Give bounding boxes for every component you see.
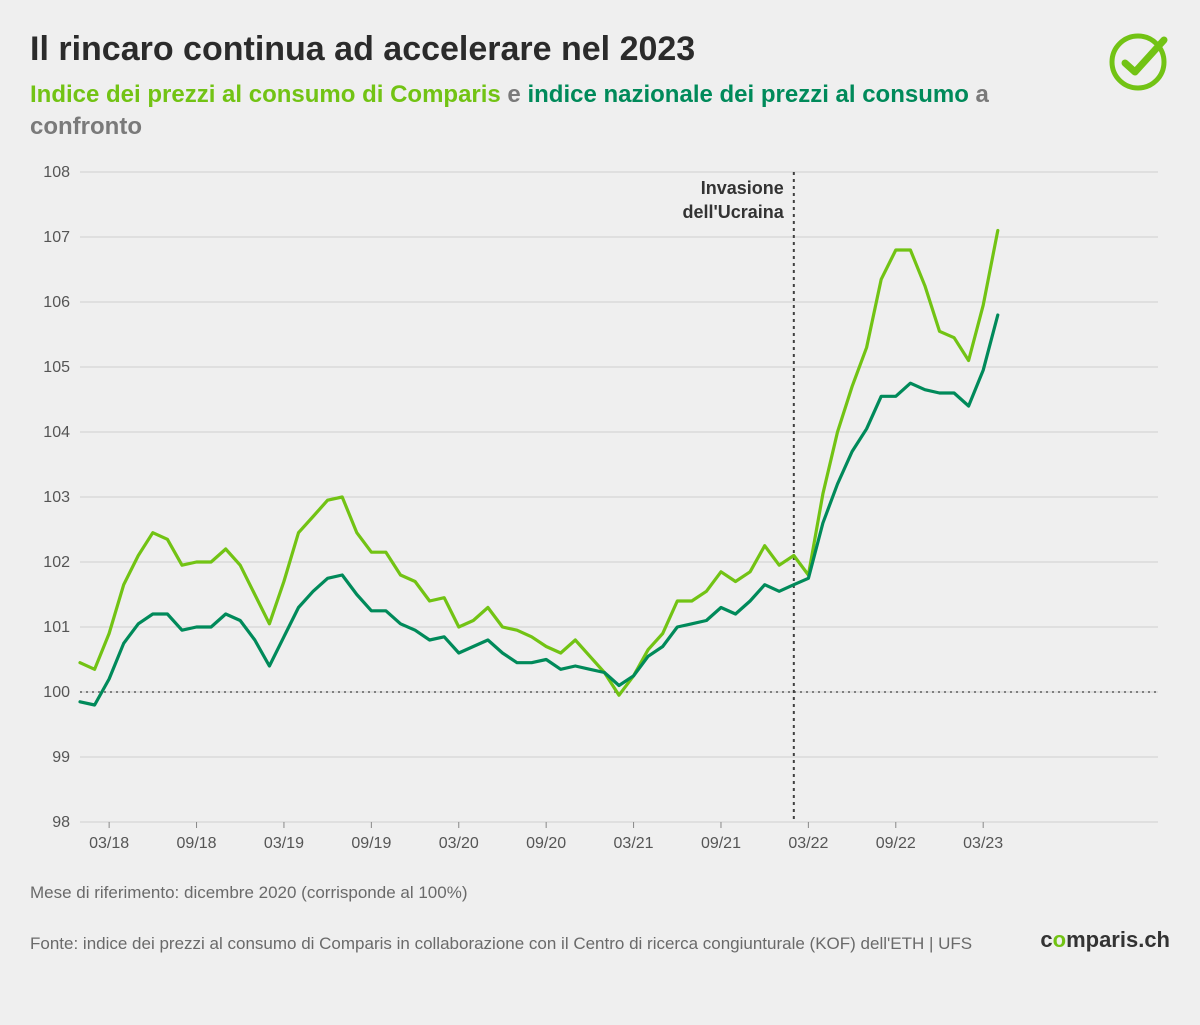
brand-label: comparis.ch [1040, 923, 1170, 956]
subtitle-series1: Indice dei prezzi al consumo di Comparis [30, 81, 501, 108]
series-national [80, 315, 998, 705]
x-tick-label: 09/19 [351, 835, 391, 852]
line-chart: 98 99 100 101 102 103 104 105 106 107 108 03/18 09/1… [30, 162, 1170, 862]
x-tick-label: 09/20 [526, 835, 566, 852]
x-tick-label: 03/18 [89, 835, 129, 852]
x-tick-label: 03/22 [788, 835, 828, 852]
source-text: Fonte: indice dei prezzi al consumo di C… [30, 931, 972, 957]
x-tick-label: 09/18 [177, 835, 217, 852]
series-comparis [80, 230, 998, 695]
x-tick-label: 09/22 [876, 835, 916, 852]
y-tick-label: 98 [52, 814, 70, 831]
footer-row: Fonte: indice dei prezzi al consumo di C… [30, 923, 1170, 956]
x-tick-label: 03/21 [614, 835, 654, 852]
subtitle-join: e [501, 81, 528, 108]
y-tick-label: 106 [43, 294, 70, 311]
y-tick-label: 99 [52, 749, 70, 766]
y-tick-label: 104 [43, 424, 70, 441]
y-tick-label: 105 [43, 359, 70, 376]
checkmark-circle-icon [1106, 30, 1170, 94]
y-tick-label: 102 [43, 554, 70, 571]
x-tick-label: 03/20 [439, 835, 479, 852]
chart-svg: 98 99 100 101 102 103 104 105 106 107 108 03/18 09/1… [30, 162, 1170, 862]
subtitle-series2: indice nazionale dei prezzi al consumo [527, 81, 968, 108]
title-block: Il rincaro continua ad accelerare nel 20… [30, 30, 1106, 144]
y-tick-label: 107 [43, 229, 70, 246]
footer: Mese di riferimento: dicembre 2020 (corr… [30, 880, 1170, 957]
reference-note: Mese di riferimento: dicembre 2020 (corr… [30, 880, 1170, 906]
event-annotation: dell'Ucraina [682, 202, 784, 222]
x-tick-label: 03/19 [264, 835, 304, 852]
y-tick-label: 100 [43, 684, 70, 701]
x-tick-label: 03/23 [963, 835, 1003, 852]
header: Il rincaro continua ad accelerare nel 20… [30, 30, 1170, 144]
y-tick-label: 108 [43, 164, 70, 181]
event-annotation: Invasione [701, 178, 784, 198]
subtitle: Indice dei prezzi al consumo di Comparis… [30, 79, 1106, 144]
x-tick-label: 09/21 [701, 835, 741, 852]
y-tick-label: 101 [43, 619, 70, 636]
y-tick-label: 103 [43, 489, 70, 506]
page-title: Il rincaro continua ad accelerare nel 20… [30, 30, 1106, 69]
